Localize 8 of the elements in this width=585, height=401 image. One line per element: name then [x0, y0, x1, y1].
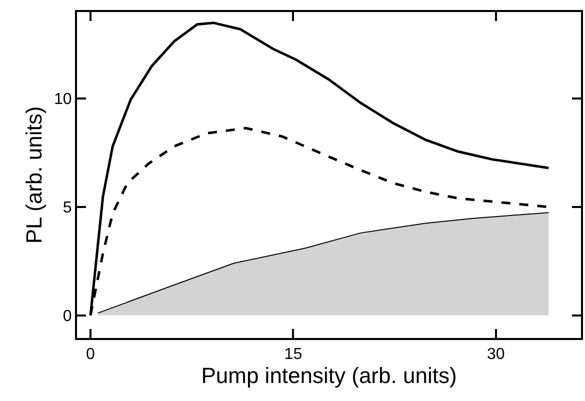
y-axis-title: PL (arb. units): [21, 106, 46, 244]
x-axis-title: Pump intensity (arb. units): [201, 363, 457, 388]
y-tick-label: 0: [62, 308, 72, 325]
x-tick-label: 15: [284, 346, 302, 364]
y-tick-label: 10: [54, 91, 72, 108]
x-tick-label: 0: [86, 346, 96, 364]
x-tick-label: 30: [486, 346, 505, 364]
y-tick-label: 5: [62, 200, 72, 217]
